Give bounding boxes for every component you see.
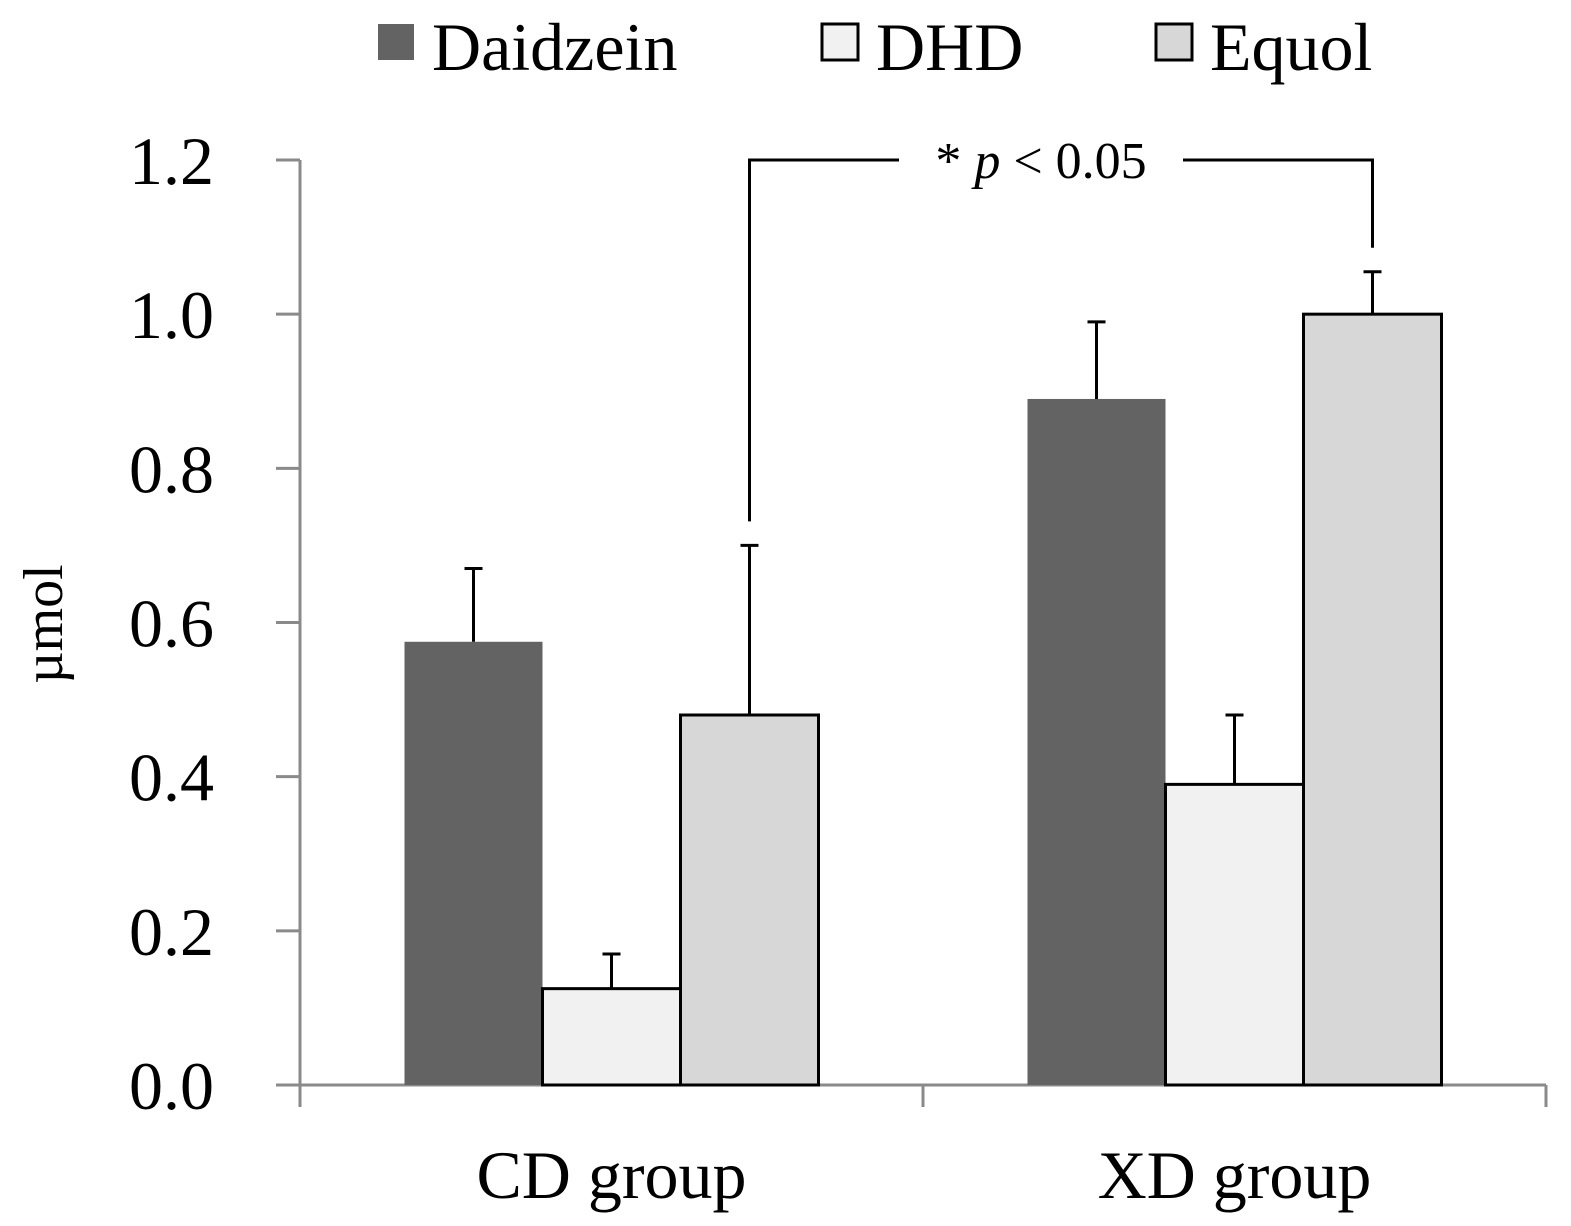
legend-swatch-dhd (820, 22, 860, 62)
y-tick-label: 0.6 (129, 586, 214, 662)
y-axis-label: µmol (13, 564, 75, 683)
bar-equol (679, 713, 820, 1087)
y-tick-label: 0.0 (129, 1048, 214, 1124)
bar-dhd (1164, 782, 1305, 1087)
legend-label-dhd: DHD (876, 9, 1023, 85)
y-tick-label: 0.4 (129, 740, 214, 816)
y-tick-label: 1.2 (129, 123, 214, 199)
y-tick-label: 0.8 (129, 431, 214, 507)
bar-equol (1302, 312, 1443, 1087)
y-tick-label: 0.2 (129, 894, 214, 970)
bar-daidzein (404, 641, 543, 1085)
y-axis: 0.0 0.2 0.4 0.6 0.8 1.0 1.2 (129, 123, 302, 1124)
legend-swatch-equol (1154, 22, 1194, 62)
x-axis: CD group XD group (276, 1083, 1548, 1213)
x-category-label: XD group (1098, 1137, 1372, 1213)
legend-label-equol: Equol (1210, 9, 1372, 85)
x-category-label: CD group (476, 1137, 746, 1213)
significance-suffix: < 0.05 (1000, 133, 1146, 190)
significance-annotation: * p < 0.05 (748, 133, 1374, 522)
legend-label-daidzein: Daidzein (432, 9, 677, 85)
significance-bracket-left (748, 158, 899, 522)
legend: Daidzein DHD Equol (378, 9, 1372, 85)
bars (404, 270, 1443, 1087)
significance-p: p (970, 133, 1000, 190)
significance-label: * p < 0.05 (935, 133, 1146, 190)
bar-daidzein (1027, 398, 1166, 1085)
bar-dhd (541, 987, 682, 1087)
y-tick-label: 1.0 (129, 277, 214, 353)
significance-prefix: * (935, 133, 974, 190)
legend-swatch-daidzein (378, 24, 414, 60)
significance-bracket-right (1183, 158, 1374, 248)
